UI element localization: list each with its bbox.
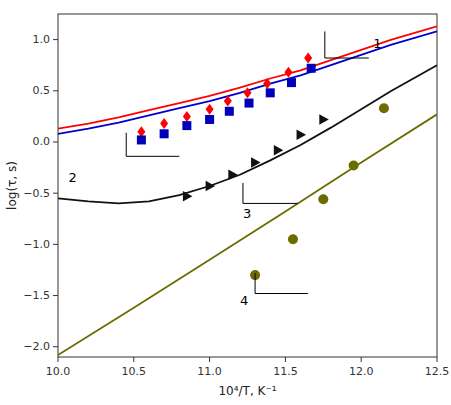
point xyxy=(307,64,316,73)
y-tick-label: 0.0 xyxy=(33,135,51,148)
x-tick-label: 12.5 xyxy=(425,365,450,378)
point xyxy=(182,121,191,130)
x-tick-label: 12.0 xyxy=(349,365,374,378)
y-tick-label: −1.5 xyxy=(23,289,50,302)
point xyxy=(251,157,260,168)
line xyxy=(58,26,437,128)
y-tick-label: −0.5 xyxy=(23,187,50,200)
y-tick xyxy=(53,39,58,40)
y-tick-label: 1.0 xyxy=(33,33,51,46)
bracket xyxy=(126,133,179,157)
point xyxy=(284,67,292,78)
point xyxy=(228,169,238,180)
x-tick xyxy=(209,357,210,362)
point xyxy=(244,87,252,98)
line xyxy=(58,114,437,355)
point xyxy=(288,234,298,244)
annotations: 1 2 3 4 xyxy=(69,31,382,308)
x-tick-label: 11.5 xyxy=(273,365,298,378)
y-tick xyxy=(53,141,58,142)
point xyxy=(245,99,254,108)
bracket xyxy=(325,31,369,58)
chart: 10.010.511.011.512.012.5−2.0−1.5−1.0−0.5… xyxy=(0,0,451,405)
lines xyxy=(58,26,437,355)
point xyxy=(225,107,234,116)
x-tick xyxy=(285,357,286,362)
point xyxy=(206,181,216,192)
y-tick xyxy=(53,295,58,296)
y-tick xyxy=(53,193,58,194)
y-tick xyxy=(53,90,58,91)
y-tick xyxy=(53,244,58,245)
point xyxy=(349,161,359,171)
x-tick xyxy=(437,357,438,362)
point xyxy=(206,104,214,115)
point xyxy=(183,111,191,122)
point xyxy=(137,135,146,144)
y-tick-label: −1.0 xyxy=(23,238,50,251)
axes: 10.010.511.011.512.012.5−2.0−1.5−1.0−0.5… xyxy=(23,14,449,378)
x-tick xyxy=(58,357,59,362)
plot-frame xyxy=(58,14,437,357)
point xyxy=(318,194,328,204)
x-tick-label: 10.0 xyxy=(46,365,71,378)
point xyxy=(160,118,168,129)
x-axis-label: 10⁴/Τ, K⁻¹ xyxy=(218,384,276,398)
point xyxy=(263,78,271,89)
point xyxy=(160,129,169,138)
point xyxy=(319,114,329,125)
x-tick xyxy=(133,357,134,362)
y-tick-label: −2.0 xyxy=(23,340,50,353)
line xyxy=(58,65,437,203)
point xyxy=(304,53,312,64)
annotation-label: 4 xyxy=(240,293,248,308)
point xyxy=(224,96,232,107)
plot-marks xyxy=(58,26,437,355)
annotation-label: 2 xyxy=(69,170,77,185)
line xyxy=(58,31,437,133)
x-tick-label: 11.0 xyxy=(197,365,222,378)
y-tick-label: 0.5 xyxy=(33,84,51,97)
annotation-label: 1 xyxy=(373,36,381,51)
bracket xyxy=(243,183,298,203)
points xyxy=(137,53,389,281)
y-axis-label: log(τ, s) xyxy=(5,161,19,210)
point xyxy=(379,103,389,113)
y-tick xyxy=(53,346,58,347)
annotation-label: 3 xyxy=(243,206,251,221)
x-tick xyxy=(361,357,362,362)
point xyxy=(205,115,214,124)
bracket xyxy=(255,273,308,293)
point xyxy=(183,191,193,202)
point xyxy=(297,130,307,141)
point xyxy=(287,78,296,87)
point xyxy=(266,88,275,97)
point xyxy=(274,145,284,156)
x-tick-label: 10.5 xyxy=(122,365,147,378)
